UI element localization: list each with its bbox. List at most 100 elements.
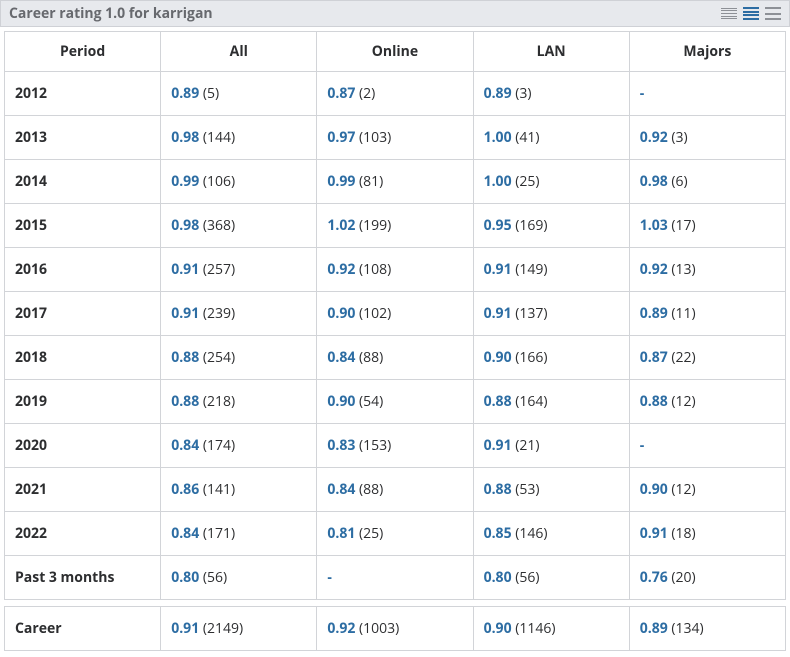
rating-value[interactable]: 0.88: [484, 480, 512, 499]
ratings-table: Period All Online LAN Majors 20120.89 (5…: [4, 31, 786, 600]
rating-value[interactable]: 0.91: [171, 304, 199, 323]
rating-cell: 0.97 (103): [317, 116, 473, 160]
rating-cell: 0.89 (134): [629, 607, 785, 651]
rating-value[interactable]: 0.89: [640, 304, 668, 323]
rating-value[interactable]: 0.95: [484, 216, 512, 235]
rating-cell: 0.88 (53): [473, 468, 629, 512]
rating-value[interactable]: 0.89: [640, 619, 668, 638]
rating-value[interactable]: 0.84: [171, 524, 199, 543]
rating-value[interactable]: 0.91: [640, 524, 668, 543]
table-row: 20220.84 (171)0.81 (25)0.85 (146)0.91 (1…: [5, 512, 786, 556]
rating-value[interactable]: 0.83: [327, 436, 355, 455]
rating-value[interactable]: 0.98: [171, 216, 199, 235]
rating-cell: 0.83 (153): [317, 424, 473, 468]
rating-value[interactable]: 0.90: [327, 392, 355, 411]
rating-value[interactable]: 0.90: [640, 480, 668, 499]
rating-value[interactable]: 0.90: [327, 304, 355, 323]
rating-value[interactable]: 0.91: [484, 304, 512, 323]
map-count: (137): [512, 304, 548, 323]
rating-cell: 0.99 (106): [161, 160, 317, 204]
rating-value[interactable]: 0.80: [484, 568, 512, 587]
rating-cell: 0.89 (11): [629, 292, 785, 336]
rating-cell: 0.84 (171): [161, 512, 317, 556]
rating-cell: 0.99 (81): [317, 160, 473, 204]
map-count: (22): [668, 348, 696, 367]
table-row: Past 3 months0.80 (56)-0.80 (56)0.76 (20…: [5, 556, 786, 600]
rating-cell: 0.87 (2): [317, 72, 473, 116]
rating-cell: 1.00 (25): [473, 160, 629, 204]
rating-value[interactable]: 0.91: [484, 260, 512, 279]
map-count: (254): [199, 348, 235, 367]
rating-value[interactable]: 0.88: [484, 392, 512, 411]
rating-cell: 0.84 (88): [317, 336, 473, 380]
career-summary-table: Career0.91 (2149)0.92 (1003)0.90 (1146)0…: [4, 606, 786, 651]
rating-cell: 0.95 (169): [473, 204, 629, 248]
rating-cell: 0.91 (18): [629, 512, 785, 556]
rating-value[interactable]: 0.88: [171, 392, 199, 411]
rating-empty: -: [640, 84, 645, 103]
rating-value[interactable]: 0.88: [171, 348, 199, 367]
map-count: (20): [668, 568, 696, 587]
rating-value[interactable]: 0.87: [640, 348, 668, 367]
rating-cell: 0.91 (239): [161, 292, 317, 336]
rating-value[interactable]: 0.92: [640, 128, 668, 147]
table-row: 20200.84 (174)0.83 (153)0.91 (21)-: [5, 424, 786, 468]
table-row: 20180.88 (254)0.84 (88)0.90 (166)0.87 (2…: [5, 336, 786, 380]
rating-cell: 0.89 (3): [473, 72, 629, 116]
rating-value[interactable]: 0.84: [327, 348, 355, 367]
rating-value[interactable]: 1.03: [640, 216, 668, 235]
rating-cell: 0.92 (13): [629, 248, 785, 292]
rating-value[interactable]: 1.00: [484, 128, 512, 147]
rating-value[interactable]: 0.76: [640, 568, 668, 587]
rating-value[interactable]: 0.91: [171, 260, 199, 279]
view-normal-icon[interactable]: [743, 7, 759, 20]
rating-value[interactable]: 0.89: [484, 84, 512, 103]
map-count: (171): [199, 524, 235, 543]
map-count: (149): [512, 260, 548, 279]
table-row: 20170.91 (239)0.90 (102)0.91 (137)0.89 (…: [5, 292, 786, 336]
rating-value[interactable]: 0.86: [171, 480, 199, 499]
rating-value[interactable]: 0.81: [327, 524, 355, 543]
rating-value[interactable]: 0.92: [327, 260, 355, 279]
view-compact-icon[interactable]: [721, 7, 737, 20]
col-all: All: [161, 32, 317, 72]
rating-value[interactable]: 1.00: [484, 172, 512, 191]
rating-value[interactable]: 0.97: [327, 128, 355, 147]
table-row: 20210.86 (141)0.84 (88)0.88 (53)0.90 (12…: [5, 468, 786, 512]
col-majors: Majors: [629, 32, 785, 72]
map-count: (1003): [355, 619, 399, 638]
period-cell: 2016: [5, 248, 161, 292]
map-count: (18): [668, 524, 696, 543]
rating-value[interactable]: 0.98: [640, 172, 668, 191]
rating-value[interactable]: 0.88: [640, 392, 668, 411]
map-count: (21): [512, 436, 540, 455]
rating-cell: 0.90 (102): [317, 292, 473, 336]
rating-cell: 0.91 (149): [473, 248, 629, 292]
rating-cell: 0.80 (56): [161, 556, 317, 600]
map-count: (3): [512, 84, 532, 103]
rating-value[interactable]: 0.80: [171, 568, 199, 587]
rating-value[interactable]: 0.89: [171, 84, 199, 103]
rating-cell: 0.90 (12): [629, 468, 785, 512]
rating-value[interactable]: 0.90: [484, 348, 512, 367]
rating-value[interactable]: 0.84: [171, 436, 199, 455]
rating-value[interactable]: 0.92: [327, 619, 355, 638]
rating-value[interactable]: 0.91: [171, 619, 199, 638]
rating-value[interactable]: 0.99: [171, 172, 199, 191]
rating-value[interactable]: 0.98: [171, 128, 199, 147]
rating-value[interactable]: 0.84: [327, 480, 355, 499]
rating-value[interactable]: 0.99: [327, 172, 355, 191]
rating-cell: 0.90 (54): [317, 380, 473, 424]
view-wide-icon[interactable]: [765, 7, 781, 20]
period-cell: 2013: [5, 116, 161, 160]
rating-value[interactable]: 0.90: [484, 619, 512, 638]
rating-value[interactable]: 0.92: [640, 260, 668, 279]
rating-value[interactable]: 1.02: [327, 216, 355, 235]
rating-value[interactable]: 0.91: [484, 436, 512, 455]
rating-value[interactable]: 0.87: [327, 84, 355, 103]
map-count: (88): [355, 480, 383, 499]
panel-title: Career rating 1.0 for karrigan: [9, 4, 213, 23]
rating-value[interactable]: 0.85: [484, 524, 512, 543]
table-row: 20190.88 (218)0.90 (54)0.88 (164)0.88 (1…: [5, 380, 786, 424]
rating-cell: -: [317, 556, 473, 600]
